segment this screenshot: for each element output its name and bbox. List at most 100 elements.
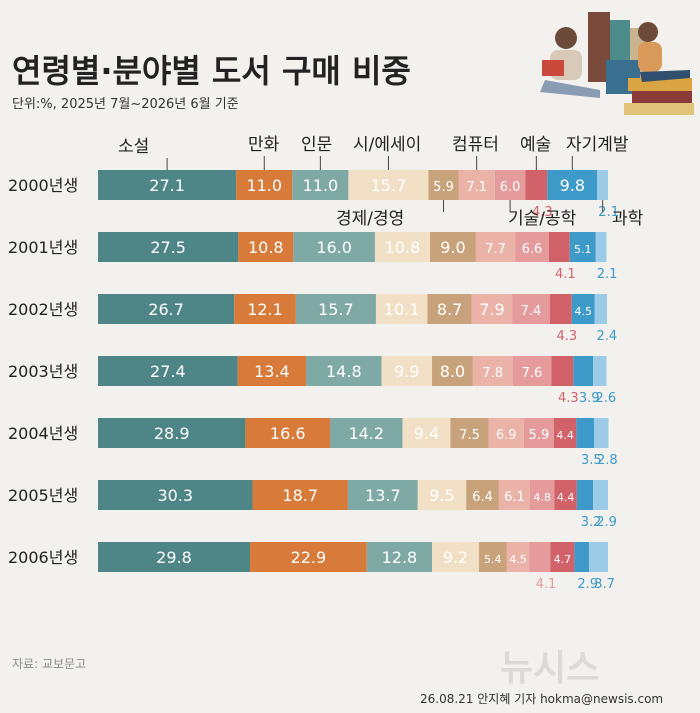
bar-segment: [237, 356, 307, 386]
legend-entry: 과학: [612, 209, 644, 229]
data-label: 9.4: [414, 424, 439, 443]
data-label: 4.5: [509, 553, 527, 566]
bar-segment: [98, 418, 246, 448]
data-label: 11.0: [303, 176, 339, 195]
data-label: 7.6: [522, 366, 543, 381]
data-label: 9.0: [440, 238, 465, 257]
data-label: 27.5: [150, 238, 186, 257]
bar-segment: [551, 356, 574, 386]
data-label: 15.7: [318, 300, 354, 319]
bar-segment: [330, 418, 403, 448]
bar-segment: [494, 170, 526, 200]
category-label: 2005년생: [8, 486, 78, 505]
bar-segment: [428, 170, 459, 200]
data-label: 9.9: [394, 362, 419, 381]
bar-segment: [432, 542, 479, 572]
data-label: 4.4: [556, 429, 574, 442]
data-label: 5.9: [433, 180, 454, 195]
bar-segment: [348, 170, 429, 200]
legend-entry: 만화: [248, 135, 280, 155]
bar-segment: [529, 480, 555, 510]
data-label: 4.1: [555, 267, 576, 282]
bar-segment: [571, 294, 595, 324]
bar-segment: [466, 480, 499, 510]
data-label: 4.4: [557, 491, 575, 504]
data-label: 12.8: [382, 548, 418, 567]
watermark: 뉴시스: [500, 648, 599, 689]
data-label: 7.4: [521, 304, 542, 319]
data-label: 10.1: [384, 300, 420, 319]
data-label: 4.3: [556, 329, 577, 344]
bar-segment: [525, 170, 548, 200]
data-label: 27.1: [149, 176, 185, 195]
data-label: 16.6: [270, 424, 306, 443]
bar-segment: [402, 418, 451, 448]
data-label: 9.8: [560, 176, 585, 195]
bar-segment: [515, 232, 549, 262]
bar-segment: [366, 542, 433, 572]
bar-segment: [593, 356, 607, 386]
data-label: 2.4: [597, 329, 618, 344]
bar-segment: [427, 294, 472, 324]
bar-segment: [347, 480, 418, 510]
chart-subtitle: 단위:%, 2025년 7월~2026년 6월 기준: [12, 97, 239, 112]
data-label: 4.1: [536, 577, 557, 592]
data-label: 4.3: [532, 205, 553, 220]
data-label: 7.1: [466, 180, 487, 195]
legend-entry: 기술/공학: [508, 209, 577, 229]
data-label: 7.7: [485, 242, 506, 257]
data-label: 6.0: [500, 180, 521, 195]
bar-segment: [458, 170, 495, 200]
data-label: 11.0: [246, 176, 282, 195]
bar-segment: [98, 356, 238, 386]
bar-segment: [593, 480, 608, 510]
category-label: 2000년생: [8, 176, 78, 195]
data-label: 14.8: [326, 362, 362, 381]
bar-segment: [236, 170, 293, 200]
data-label: 4.3: [558, 391, 579, 406]
bar-segment: [417, 480, 467, 510]
data-label: 2.9: [596, 515, 617, 530]
bar-segment: [98, 294, 235, 324]
data-label: 22.9: [291, 548, 327, 567]
credit-line: 26.08.21 안지혜 기자 hokma@newsis.com: [420, 692, 663, 706]
data-label: 5.1: [574, 243, 592, 256]
bar-segment: [475, 232, 516, 262]
bar-segment: [375, 294, 428, 324]
legend-entry: 컴퓨터: [452, 135, 499, 155]
bar-segment: [471, 294, 513, 324]
data-label: 2.1: [597, 267, 618, 282]
source-note: 자료: 교보문고: [12, 657, 86, 671]
data-label: 6.4: [472, 490, 493, 505]
bar-segment: [234, 294, 296, 324]
bar-segment: [245, 418, 331, 448]
bar-segment: [512, 356, 552, 386]
bar-segment: [554, 480, 577, 510]
data-label: 7.9: [479, 300, 504, 319]
bar-segment: [547, 170, 598, 200]
bar-segment: [252, 480, 348, 510]
bar-segment: [450, 418, 489, 448]
bar-segment: [498, 480, 530, 510]
bar-segment: [594, 294, 607, 324]
data-label: 3.2: [581, 515, 602, 530]
data-label: 10.8: [385, 238, 421, 257]
data-label: 15.7: [371, 176, 407, 195]
data-label: 5.9: [529, 428, 550, 443]
reader-illustration-icon: [540, 12, 694, 115]
bar-segment: [549, 294, 572, 324]
bar-segment: [589, 542, 608, 572]
data-label: 8.0: [440, 362, 465, 381]
data-label: 12.1: [247, 300, 283, 319]
category-label: 2003년생: [8, 362, 78, 381]
bar-segment: [374, 232, 431, 262]
data-label: 3.7: [594, 577, 615, 592]
bar-segment: [594, 418, 609, 448]
bar-segment: [523, 418, 554, 448]
category-label: 2004년생: [8, 424, 78, 443]
category-label: 2001년생: [8, 238, 78, 257]
category-label: 2002년생: [8, 300, 78, 319]
data-label: 6.9: [496, 428, 517, 443]
